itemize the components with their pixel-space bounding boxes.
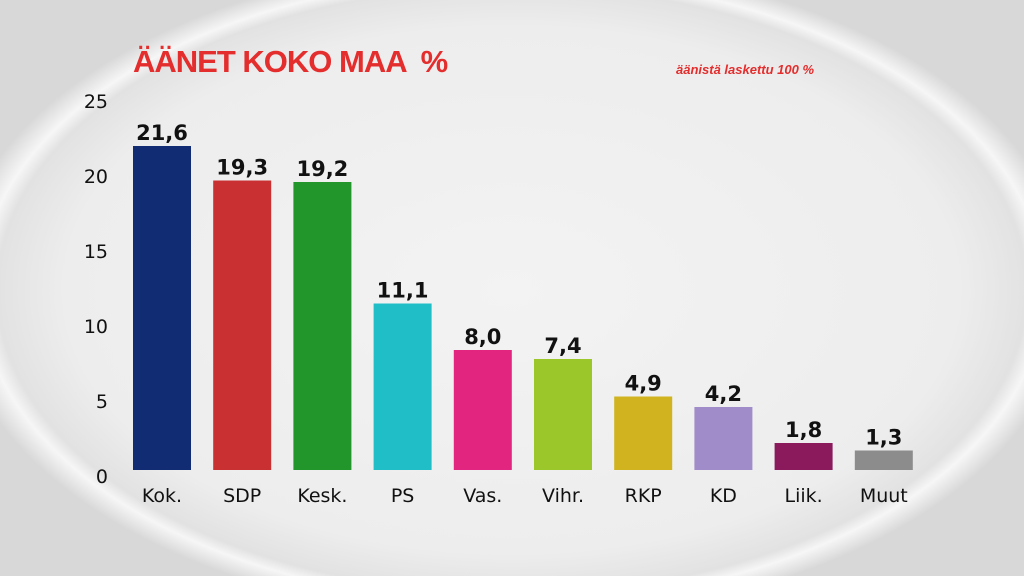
data-label: 11,1 [377, 279, 429, 303]
x-tick-label: SDP [223, 485, 261, 507]
y-tick-label: 15 [84, 241, 108, 263]
x-tick-label: KD [710, 485, 737, 507]
data-label: 21,6 [136, 121, 188, 145]
chart-title: ÄÄNET KOKO MAA % [133, 44, 448, 79]
x-tick-label: Liik. [785, 485, 823, 507]
data-label: 1,3 [865, 426, 902, 450]
bar-kd [694, 407, 753, 470]
bar-kok [133, 146, 191, 470]
bar-kesk [293, 182, 352, 470]
x-tick-label: Vas. [463, 485, 502, 507]
y-tick-label: 5 [96, 391, 108, 413]
data-label: 7,4 [544, 334, 581, 358]
x-tick-label: Vihr. [542, 485, 584, 507]
data-label: 1,8 [785, 418, 822, 442]
y-tick-label: 0 [96, 466, 108, 488]
data-label: 8,0 [464, 325, 501, 349]
x-tick-label: Muut [860, 485, 908, 507]
data-label: 19,2 [296, 157, 348, 181]
bar-rkp [614, 396, 673, 470]
bar-muut [854, 450, 913, 470]
bar-ps [373, 303, 432, 470]
chart-subtitle: äänistä laskettu 100 % [676, 62, 815, 77]
data-label: 4,9 [625, 372, 662, 396]
x-tick-label: Kok. [142, 485, 182, 507]
data-label: 19,3 [216, 156, 268, 180]
bar-vas [453, 350, 512, 470]
x-tick-label: Kesk. [297, 485, 347, 507]
data-label: 4,2 [705, 382, 742, 406]
x-tick-label: RKP [625, 485, 662, 507]
y-tick-label: 25 [84, 91, 108, 113]
bar-sdp [213, 180, 272, 470]
y-tick-label: 10 [84, 316, 108, 338]
x-tick-label: PS [391, 485, 415, 507]
y-tick-label: 20 [84, 166, 108, 188]
bar-vihr [534, 359, 592, 470]
bar-liik [774, 443, 833, 470]
